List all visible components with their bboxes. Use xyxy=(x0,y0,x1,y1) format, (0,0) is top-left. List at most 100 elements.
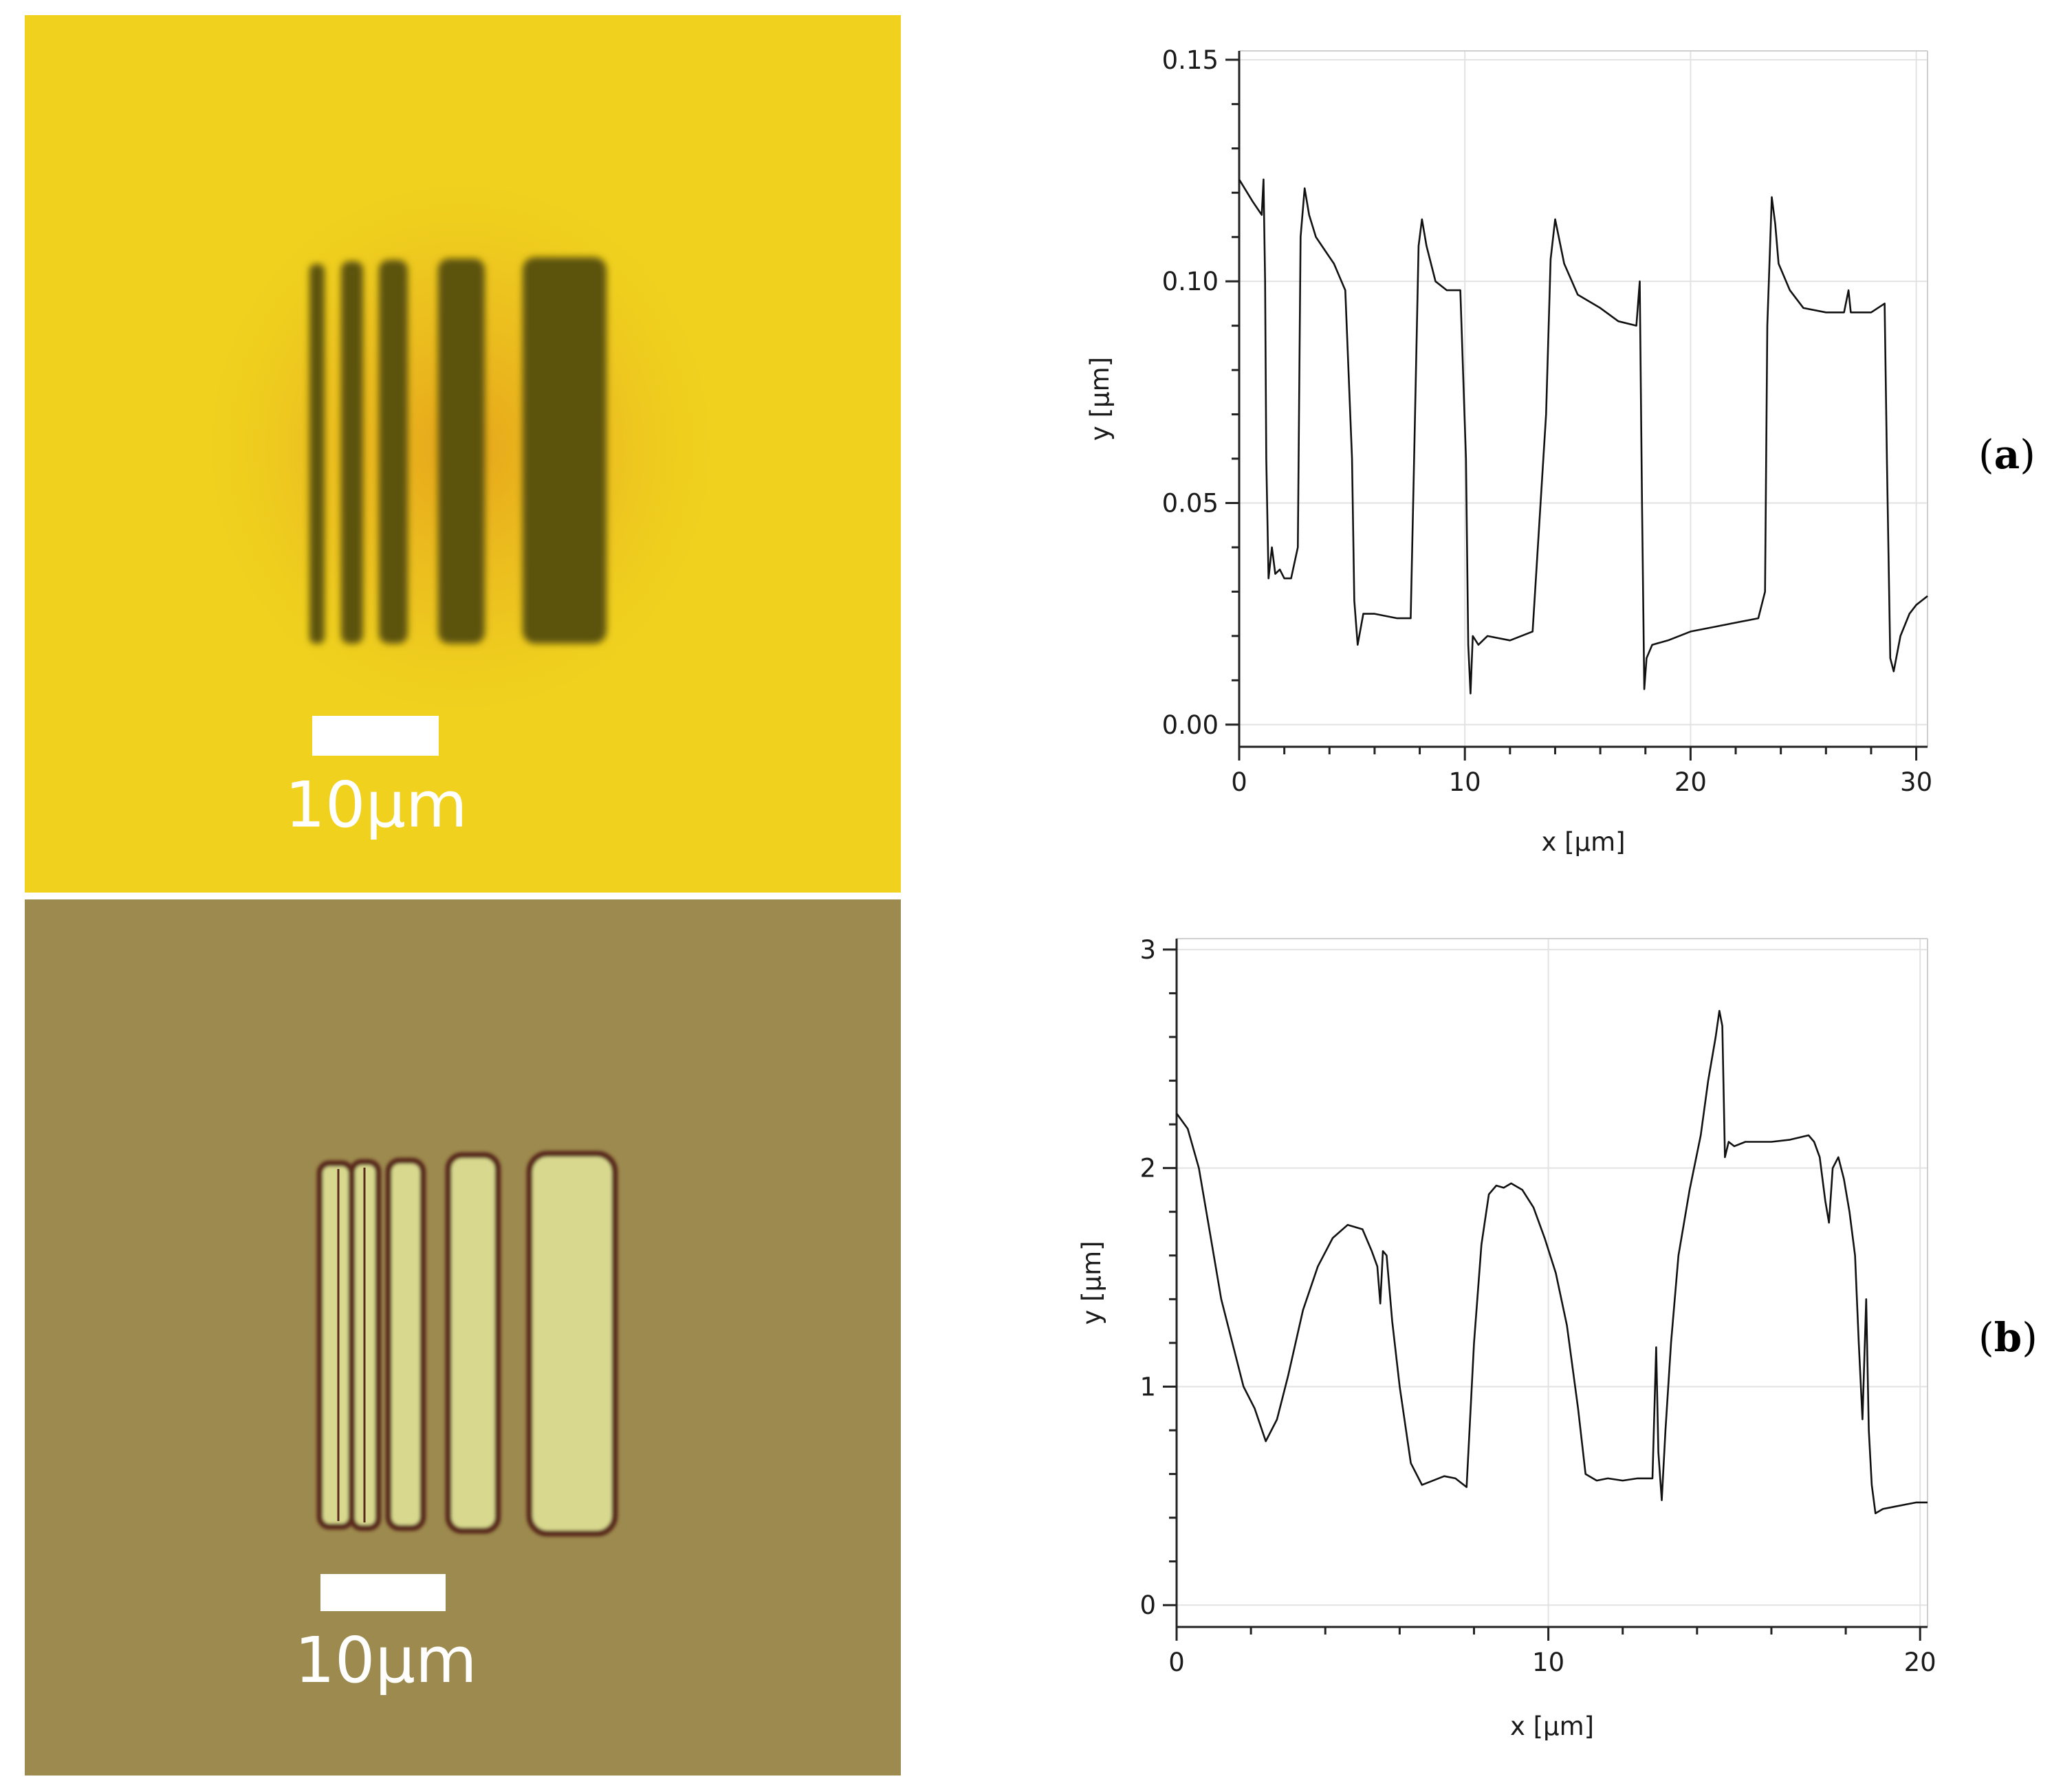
data-point xyxy=(1262,178,1265,181)
data-point xyxy=(1657,1451,1660,1454)
data-point xyxy=(1861,1418,1864,1421)
data-point xyxy=(1398,1385,1401,1388)
data-point xyxy=(1868,1429,1870,1432)
data-point xyxy=(1344,289,1346,292)
data-point xyxy=(1495,1184,1498,1187)
data-point xyxy=(1655,1346,1657,1348)
data-point xyxy=(1824,1199,1826,1202)
data-point xyxy=(1510,1182,1513,1185)
data-point xyxy=(1854,311,1857,314)
micrograph-a-bars xyxy=(309,257,607,644)
data-point xyxy=(1651,644,1654,646)
data-point xyxy=(1755,1141,1758,1144)
data-point xyxy=(1606,1477,1609,1480)
data-point xyxy=(1486,635,1489,637)
data-point xyxy=(1641,501,1644,504)
data-point xyxy=(1371,1249,1373,1252)
data-point xyxy=(1443,1475,1445,1478)
data-point xyxy=(1622,1479,1624,1482)
data-point xyxy=(1848,1210,1851,1213)
y-tick-label: 1 xyxy=(1139,1372,1156,1401)
data-point xyxy=(1467,644,1470,646)
scale-bar-label: 10μm xyxy=(294,1624,477,1697)
data-point xyxy=(1209,1232,1212,1235)
data-point xyxy=(1421,218,1423,221)
data-point xyxy=(1892,670,1895,673)
data-point xyxy=(1777,262,1780,265)
data-point xyxy=(1915,604,1918,607)
data-point xyxy=(1813,1141,1815,1144)
data-point xyxy=(1771,196,1773,199)
micrograph-a-bar-3 xyxy=(379,260,408,644)
data-point xyxy=(1260,213,1263,216)
data-point xyxy=(1477,644,1480,646)
data-point xyxy=(1308,213,1311,216)
data-point xyxy=(1847,289,1850,292)
data-point xyxy=(1531,630,1534,633)
data-point xyxy=(1432,1479,1434,1482)
x-tick-label: 20 xyxy=(1904,1648,1936,1677)
data-point xyxy=(1643,688,1646,690)
y-tick-label: 3 xyxy=(1139,935,1156,965)
chart-a: 0 10 20 30 0.00 0.05 0.10 0.15 x [µm] y [µm] xyxy=(1085,45,1932,857)
data-point xyxy=(1231,1342,1234,1344)
data-point xyxy=(1635,325,1638,327)
y-tick-label: 0.10 xyxy=(1162,267,1219,296)
data-point xyxy=(1465,457,1467,460)
data-point xyxy=(1843,311,1846,314)
data-point xyxy=(1837,1156,1840,1159)
x-axis-label: x [µm] xyxy=(1510,1712,1594,1741)
micrograph-b-bar-3 xyxy=(385,1157,426,1531)
data-point xyxy=(1926,1501,1929,1504)
data-point xyxy=(1566,1324,1569,1326)
data-point xyxy=(1487,1193,1490,1196)
data-point xyxy=(1870,1483,1873,1486)
data-point xyxy=(1553,218,1556,221)
data-point xyxy=(1459,289,1462,292)
micrograph-b: 10μm xyxy=(25,899,901,1775)
data-point xyxy=(1712,626,1714,629)
x-tick-label: 10 xyxy=(1532,1648,1564,1677)
micrograph-b-bars xyxy=(316,1150,618,1537)
data-point xyxy=(1904,1503,1907,1506)
data-point xyxy=(1831,1167,1834,1170)
y-tick-label: 0.15 xyxy=(1162,45,1219,75)
micrograph-b-bar-1 xyxy=(316,1160,355,1530)
data-point xyxy=(1849,311,1852,314)
data-point xyxy=(1727,1141,1730,1144)
data-point xyxy=(1385,1254,1388,1257)
data-point xyxy=(1543,1236,1546,1239)
data-point xyxy=(1287,1375,1289,1377)
micrograph-a-bar-1 xyxy=(309,264,325,644)
micrograph-b-bar-4 xyxy=(445,1152,501,1534)
data-point xyxy=(1454,1477,1456,1480)
data-point xyxy=(1356,644,1359,646)
data-point xyxy=(1521,1188,1524,1191)
data-point xyxy=(1254,1407,1256,1410)
data-point xyxy=(1718,1009,1721,1012)
data-point xyxy=(1346,1223,1349,1226)
data-point xyxy=(1265,457,1267,460)
x-tick-label: 30 xyxy=(1900,767,1932,797)
data-point xyxy=(1884,302,1886,305)
panel-label-b: (b) xyxy=(1978,1314,2038,1361)
data-point xyxy=(1689,630,1692,633)
data-point xyxy=(1645,657,1648,659)
data-point xyxy=(1391,1320,1394,1322)
data-point xyxy=(1296,546,1299,549)
data-point xyxy=(1636,1477,1639,1480)
scale-bar-label: 10μm xyxy=(285,768,467,842)
data-point xyxy=(1584,1473,1587,1476)
data-point xyxy=(1766,325,1769,327)
data-point xyxy=(1789,289,1791,292)
data-point xyxy=(1915,1501,1918,1504)
data-point xyxy=(1480,1243,1483,1246)
data-point xyxy=(1688,1188,1691,1191)
data-point xyxy=(1238,178,1241,181)
data-point xyxy=(1773,222,1776,225)
data-point xyxy=(1667,639,1670,642)
data-point xyxy=(1376,1265,1379,1268)
data-point xyxy=(1714,1036,1717,1038)
data-point xyxy=(1303,187,1306,190)
data-point xyxy=(1824,311,1827,314)
